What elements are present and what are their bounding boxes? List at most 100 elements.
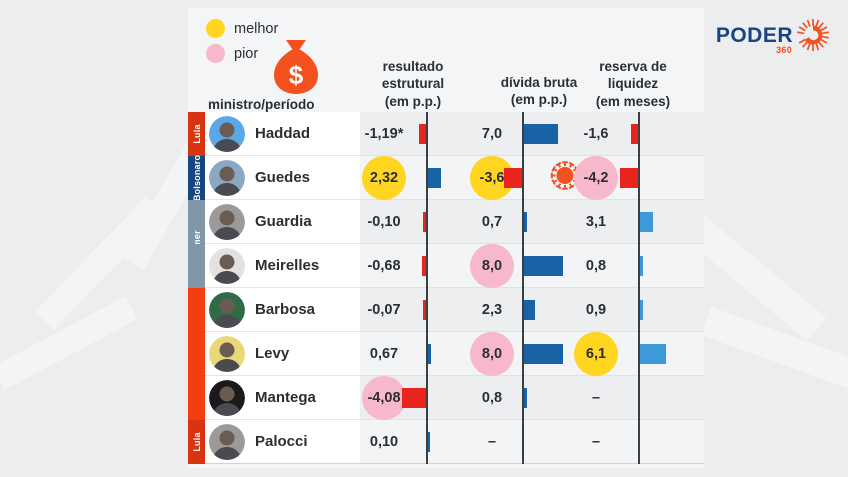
- metric-value-c1: 2,32: [362, 155, 406, 200]
- metric-value-c3: 0,9: [574, 302, 618, 318]
- minister-name-cell: Mantega: [205, 376, 360, 420]
- president-band-temer: [188, 244, 205, 288]
- metric-value-c3: -1,6: [574, 126, 618, 142]
- logo-wordmark: PODER 360: [716, 25, 793, 55]
- metric-bar-c1: [427, 167, 441, 188]
- ministers-table: Lula Haddad -1,19* 7,0 -1,6 Bolsonaro Guedes 2,…: [188, 112, 704, 464]
- metric-text: -0,68: [367, 257, 401, 274]
- legend-label-melhor: melhor: [234, 20, 279, 37]
- sunburst-icon: [797, 19, 829, 51]
- metric-value-c1: -0,10: [362, 214, 406, 230]
- avatar: [209, 423, 245, 460]
- president-band-lula: Lula: [188, 420, 205, 464]
- header-reserva-liquidez: reserva de liquidez (em meses): [560, 58, 706, 110]
- minister-name-cell: Palocci: [205, 420, 360, 464]
- metric-bar-c3: [630, 123, 638, 144]
- metric-bar-c1: [427, 343, 432, 364]
- minister-name: Guardia: [255, 213, 312, 230]
- metric-text: 0,67: [369, 345, 399, 362]
- metric-bar-c2: [523, 387, 527, 408]
- metric-bar-c1: [418, 123, 426, 144]
- svg-text:$: $: [289, 60, 304, 90]
- minister-name: Guedes: [255, 169, 311, 186]
- metric-bar-c3: [639, 343, 666, 364]
- metric-text: –: [487, 433, 497, 450]
- table-row: Bolsonaro Guedes 2,32 -3,6 -4,2: [188, 155, 704, 201]
- highlight-bubble-pior: 8,0: [470, 243, 514, 288]
- avatar: [209, 247, 245, 284]
- header-resultado-estrutural: resultado estrutural (em p.p.): [340, 58, 486, 110]
- table-row: Temer Guardia -0,10 0,7 3,1: [188, 200, 704, 258]
- metric-bar-c1: [423, 211, 426, 232]
- table-row: Meirelles -0,68 8,0 0,8: [188, 243, 704, 288]
- metric-value-c1: -0,68: [362, 258, 406, 274]
- money-bag-icon: $: [274, 40, 318, 94]
- metric-text: 7,0: [481, 125, 503, 142]
- minister-name: Haddad: [255, 125, 311, 142]
- metric-text: -0,07: [367, 301, 401, 318]
- header-c2-line2: (em p.p.): [510, 92, 568, 108]
- header-c3-line3: (em meses): [595, 93, 671, 109]
- table-row: Levy 0,67 8,0 6,1: [188, 331, 704, 376]
- metric-text: 0,8: [481, 389, 503, 406]
- president-band-bolsonaro: Bolsonaro: [188, 155, 205, 201]
- metric-text: -1,19*: [364, 125, 404, 142]
- metric-value-c3: 6,1: [574, 331, 618, 376]
- metric-value-c2: 2,3: [470, 302, 514, 318]
- highlight-bubble-pior: 8,0: [470, 331, 514, 376]
- highlight-bubble-pior: -4,08: [362, 375, 406, 420]
- metric-value-c1: -4,08: [362, 375, 406, 420]
- metrics-cell: 0,67 8,0 6,1: [360, 331, 704, 376]
- minister-name: Mantega: [255, 389, 316, 406]
- header-c3-line1: reserva de: [599, 59, 667, 74]
- metric-bar-c3: [639, 211, 653, 232]
- avatar: [209, 335, 245, 372]
- metric-bar-c1: [427, 431, 430, 452]
- table-row: Lula Palocci 0,10 – –: [188, 420, 704, 464]
- metric-bar-c1: [423, 299, 426, 320]
- table-header: ministro/período resultado estrutural (e…: [188, 8, 704, 112]
- avatar: [209, 115, 245, 152]
- avatar: [209, 379, 245, 416]
- metrics-cell: -0,10 0,7 3,1: [360, 200, 704, 244]
- metrics-cell: -0,07 2,3 0,9: [360, 288, 704, 332]
- highlight-bubble-pior: -4,2: [574, 155, 618, 200]
- poder360-logo: PODER 360: [716, 18, 830, 55]
- logo-suffix-text: 360: [776, 44, 792, 55]
- metric-text: 0,8: [585, 257, 607, 274]
- minister-name-cell: Guardia: [205, 200, 360, 244]
- avatar: [209, 159, 245, 196]
- minister-name-cell: Meirelles: [205, 244, 360, 288]
- metric-value-c1: -0,07: [362, 302, 406, 318]
- table-row: Mantega -4,08 0,8 –: [188, 375, 704, 420]
- metric-bar-c1: [421, 255, 426, 276]
- metric-bar-c1: [401, 387, 426, 408]
- metrics-cell: -0,68 8,0 0,8: [360, 243, 704, 288]
- metric-bar-c2: [523, 123, 558, 144]
- metric-bar-c3: [639, 255, 643, 276]
- minister-name: Palocci: [255, 433, 308, 450]
- minister-name-cell: Guedes: [205, 156, 360, 200]
- president-band-dilma: Dilma: [188, 288, 205, 367]
- highlight-bubble-melhor: 6,1: [574, 331, 618, 376]
- header-c3-line2: liquidez: [607, 76, 659, 92]
- yellow-dot-icon: [206, 19, 225, 38]
- metrics-cell: 0,10 – –: [360, 420, 704, 464]
- header-c2-line1: dívida bruta: [500, 75, 578, 90]
- metrics-cell: 2,32 -3,6 -4,2: [360, 155, 704, 200]
- minister-name: Meirelles: [255, 257, 320, 274]
- legend-item-pior: pior: [206, 41, 278, 66]
- pink-dot-icon: [206, 44, 225, 63]
- header-divida-bruta: dívida bruta (em p.p.): [466, 74, 612, 109]
- metric-text: -1,6: [583, 125, 609, 142]
- minister-name: Levy: [255, 345, 290, 362]
- metrics-cell: -4,08 0,8 –: [360, 375, 704, 420]
- metrics-cell: -1,19* 7,0 -1,6: [360, 112, 704, 156]
- metric-value-c3: 0,8: [574, 258, 618, 274]
- metric-value-c2: 8,0: [470, 331, 514, 376]
- metric-text: 3,1: [585, 213, 607, 230]
- metric-value-c3: –: [574, 434, 618, 450]
- header-ministro: ministro/período: [208, 97, 315, 112]
- table-row: Dilma Barbosa -0,07 2,3 0,9: [188, 288, 704, 367]
- president-band-dilma: [188, 376, 205, 420]
